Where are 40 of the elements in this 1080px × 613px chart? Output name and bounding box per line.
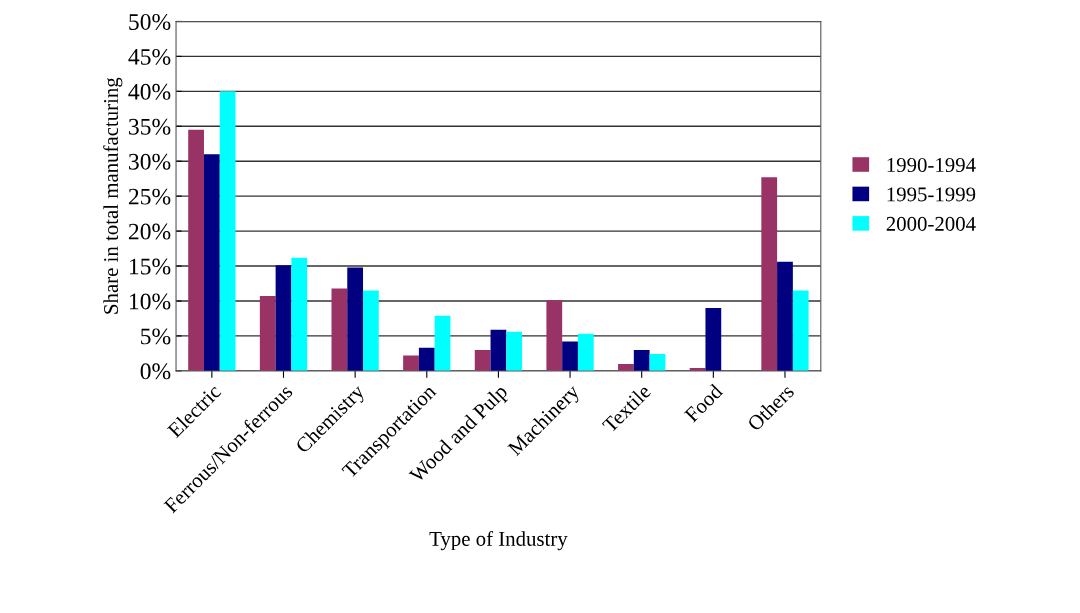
bar	[259, 296, 276, 371]
y-tick-label: 10%	[129, 293, 171, 310]
y-tick-label: 35%	[129, 118, 171, 135]
legend-label: 1990-1994	[887, 157, 976, 172]
bar	[434, 315, 451, 371]
bar	[506, 331, 523, 371]
bar	[562, 341, 578, 371]
y-axis-title: Share in total manufacturing	[103, 77, 123, 314]
y-tick-label: 25%	[128, 188, 171, 205]
bar	[219, 91, 236, 371]
bar	[705, 307, 722, 371]
bar	[363, 290, 379, 371]
y-tick-label: 0%	[140, 363, 171, 380]
bar	[275, 265, 292, 371]
bar	[792, 290, 809, 371]
bar	[577, 333, 594, 371]
y-tick-label: 45%	[128, 48, 171, 65]
bar	[347, 267, 364, 371]
bar	[418, 347, 435, 371]
legend-label: 1995-1999	[887, 187, 976, 202]
y-tick-label: 15%	[129, 258, 171, 275]
bar	[474, 349, 491, 371]
y-tick-label: 20%	[128, 223, 171, 240]
bar	[203, 154, 220, 371]
bar	[490, 329, 507, 371]
bar	[761, 177, 778, 371]
bar	[291, 257, 308, 371]
y-tick-label: 5%	[141, 328, 171, 345]
bar	[633, 349, 650, 371]
y-tick-label: 50%	[129, 13, 171, 30]
legend-label: 2000-2004	[886, 216, 976, 231]
bar	[188, 129, 204, 371]
y-tick-label: 30%	[129, 153, 171, 170]
y-tick-label: 40%	[128, 83, 171, 100]
bar	[649, 354, 666, 371]
bar	[403, 355, 419, 371]
bar	[777, 261, 793, 371]
bar	[546, 300, 563, 371]
x-axis-title: Type of Industry	[429, 531, 568, 551]
bar	[331, 288, 348, 371]
